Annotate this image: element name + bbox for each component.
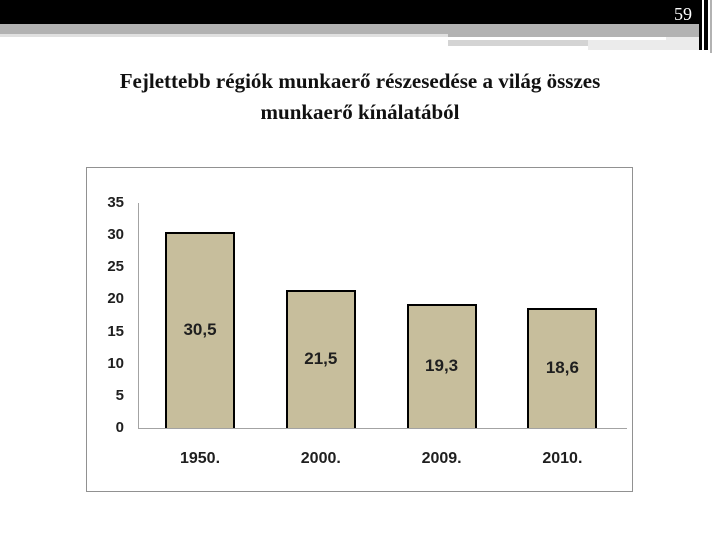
header-vertical-accent-2 <box>704 0 708 50</box>
header-vertical-gap-2 <box>708 0 710 53</box>
header-gray-stripe-right <box>448 34 720 38</box>
header-vertical-gap-1 <box>702 0 704 50</box>
y-axis-tick-label: 10 <box>107 354 124 372</box>
bar <box>165 232 235 428</box>
x-axis-category-label: 2010. <box>542 450 583 467</box>
y-axis-tick-label: 35 <box>107 194 124 211</box>
y-axis-tick-label: 5 <box>115 386 124 404</box>
x-axis-category-label: 2009. <box>421 450 462 467</box>
chart-plot-area: 0 5 10 15 20 25 30 35 30,5 1950. 21,5 2000. 19,3 2009… <box>87 168 632 491</box>
header-black-bar <box>0 0 720 24</box>
slide-title-line2: munkaerő kínálatából <box>260 100 460 124</box>
header-vertical-accent-3 <box>710 0 712 53</box>
y-axis-tick-label: 0 <box>115 419 124 436</box>
header-pale-block-right <box>588 37 720 50</box>
x-axis-category-label: 1950. <box>179 450 221 467</box>
x-axis-line <box>138 428 627 429</box>
bar-chart: 0 5 10 15 20 25 30 35 30,5 1950. 21,5 2000. 19,3 2009… <box>86 167 633 492</box>
bar <box>285 290 356 428</box>
bar-value-label: 21,5 <box>304 349 338 368</box>
y-axis-tick-label: 15 <box>107 322 124 340</box>
bar-value-label: 19,3 <box>425 356 459 375</box>
slide-title-line1: Fejlettebb régiók munkaerő részesedése a… <box>119 69 601 93</box>
header-decoration: 59 <box>0 0 720 60</box>
header-light-stripe-mid <box>448 40 588 46</box>
slide-page-number: 59 <box>674 4 692 24</box>
bar <box>406 304 477 428</box>
y-axis-tick-label: 25 <box>107 258 124 276</box>
y-axis-tick-label: 30 <box>107 226 124 244</box>
header-gray-band <box>0 24 720 34</box>
bar-value-label: 30,5 <box>183 320 217 339</box>
header-light-stripe-left <box>0 34 448 37</box>
slide-title: Fejlettebb régiók munkaerő részesedése a… <box>0 66 720 128</box>
y-axis-line <box>138 203 139 428</box>
header-vertical-gap-3 <box>712 0 720 53</box>
x-axis-category-label: 2000. <box>300 450 341 467</box>
bar-value-label: 18,6 <box>545 358 579 377</box>
y-axis-tick-label: 20 <box>107 290 124 308</box>
header-vertical-accent-1 <box>699 0 702 50</box>
header-white-stripe <box>6 37 666 40</box>
bar <box>527 308 598 428</box>
